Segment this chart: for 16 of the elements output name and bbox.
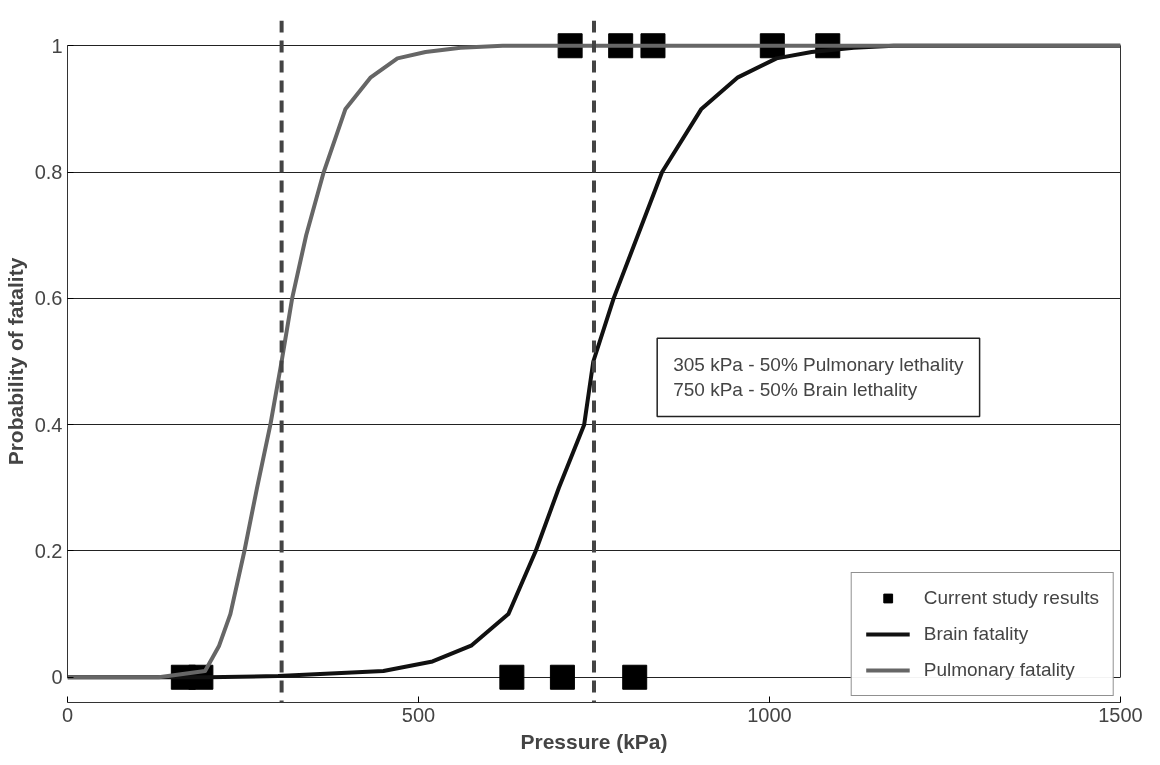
x-tick-label: 1000 <box>747 703 792 726</box>
y-tick-label: 0.4 <box>34 413 63 436</box>
legend-label: Current study results <box>923 587 1099 609</box>
y-tick-label: 0.8 <box>34 161 63 184</box>
y-tick-label: 0.6 <box>34 287 63 310</box>
legend-label: Brain fatality <box>923 623 1029 645</box>
y-tick-label: 1 <box>51 34 63 57</box>
annotation: 305 kPa - 50% Pulmonary lethality <box>673 354 965 376</box>
x-tick-label: 1500 <box>1098 703 1143 726</box>
x-tick-label: 500 <box>401 703 436 726</box>
legend-label: Pulmonary fatality <box>923 659 1075 681</box>
y-axis-title: Probability of fatality <box>3 257 27 466</box>
x-axis-title: Pressure (kPa) <box>520 729 668 753</box>
y-tick-label: 0.2 <box>34 539 63 562</box>
y-tick-label: 0 <box>51 666 63 689</box>
annotation: 750 kPa - 50% Brain lethality <box>673 379 918 401</box>
